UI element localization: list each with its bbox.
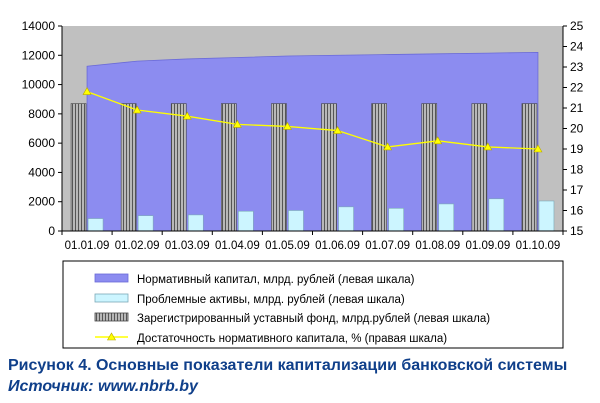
y-right-tick-label: 23 xyxy=(570,60,584,74)
x-tick-label: 01.02.09 xyxy=(115,240,160,252)
bar-statutory-fund xyxy=(271,103,287,232)
chart: 0 2000 4000 6000 8000 10000 12000 14000 15 16 17 18… xyxy=(22,19,584,349)
y-left-tick-label: 4000 xyxy=(28,165,55,179)
x-tick-label: 01.06.09 xyxy=(315,240,360,252)
bar-statutory-fund xyxy=(471,103,488,232)
y-right-tick-label: 25 xyxy=(570,19,584,33)
legend-swatch-normative-capital xyxy=(94,273,129,283)
x-tick-label: 01.03.09 xyxy=(165,240,210,252)
y-right-tick-label: 15 xyxy=(570,224,584,238)
legend-swatch-statutory-fund xyxy=(94,312,129,322)
marker-capital-adequacy xyxy=(82,86,92,95)
bar-problem-assets xyxy=(438,203,455,232)
bar-problem-assets xyxy=(388,208,404,232)
x-tick-label: 01.10.09 xyxy=(516,240,561,252)
bar-problem-assets xyxy=(87,218,104,232)
bar-statutory-fund xyxy=(120,103,137,232)
bar-statutory-fund xyxy=(371,103,387,232)
y-right-tick-label: 20 xyxy=(570,122,584,136)
x-tick-label: 01.09.09 xyxy=(465,240,510,252)
y-left-tick-label: 12000 xyxy=(22,48,56,62)
y-right-tick-label: 18 xyxy=(570,163,584,177)
bar-problem-assets xyxy=(238,210,254,232)
bar-problem-assets xyxy=(338,206,354,232)
y-right-tick-label: 16 xyxy=(570,204,584,218)
y-left-tick-label: 10000 xyxy=(22,78,56,92)
x-tick-label: 01.07.09 xyxy=(365,240,410,252)
marker-capital-adequacy xyxy=(232,119,242,128)
line-capital-adequacy xyxy=(86,90,538,150)
y-right-tick-label: 19 xyxy=(570,142,584,156)
marker-capital-adequacy xyxy=(533,144,543,153)
marker-capital-adequacy xyxy=(282,121,292,130)
marker-capital-adequacy xyxy=(383,142,393,151)
bar-problem-assets xyxy=(288,210,304,232)
legend-label-normative-capital: Нормативный капитал, млрд. рублей (левая… xyxy=(137,274,415,286)
y-left-tick-label: 14000 xyxy=(22,19,56,33)
figure-source: Источник: www.nbrb.by xyxy=(8,378,198,395)
legend-swatch-problem-assets xyxy=(94,293,129,303)
bar-problem-assets xyxy=(137,215,154,232)
y-left-tick-label: 2000 xyxy=(28,195,55,209)
bar-problem-assets xyxy=(538,200,555,232)
legend-swatch-capital-adequacy-marker xyxy=(106,332,117,341)
marker-capital-adequacy xyxy=(182,111,192,120)
area-normative-capital xyxy=(86,51,539,232)
bar-problem-assets xyxy=(187,214,204,232)
bar-statutory-fund xyxy=(521,103,538,232)
marker-capital-adequacy xyxy=(333,125,343,134)
marker-capital-adequacy xyxy=(132,105,142,114)
y-right-tick-label: 22 xyxy=(570,81,584,95)
legend-label-problem-assets: Проблемные активы, млрд. рублей (левая ш… xyxy=(137,294,405,306)
x-tick-label: 01.01.09 xyxy=(65,240,110,252)
legend-label-statutory-fund: Зарегистрированный уставный фонд, млрд.р… xyxy=(137,313,490,325)
figure-caption: Рисунок 4. Основные показатели капитализ… xyxy=(8,357,568,374)
y-right-tick-label: 17 xyxy=(570,183,584,197)
x-tick-label: 01.05.09 xyxy=(265,240,310,252)
marker-capital-adequacy xyxy=(483,142,493,151)
bar-statutory-fund xyxy=(421,103,438,232)
y-left-tick-label: 8000 xyxy=(28,107,55,121)
x-tick-label: 01.04.09 xyxy=(215,240,260,252)
bar-problem-assets xyxy=(488,198,505,232)
x-tick-label: 01.08.09 xyxy=(415,240,460,252)
y-right-tick-label: 24 xyxy=(570,40,584,54)
legend xyxy=(62,260,564,349)
y-right-tick-label: 21 xyxy=(570,101,584,115)
marker-capital-adequacy xyxy=(433,136,443,145)
bar-statutory-fund xyxy=(170,103,187,232)
y-left-tick-label: 6000 xyxy=(28,136,55,150)
bar-statutory-fund xyxy=(321,103,337,232)
chart-frame: 0 2000 4000 6000 8000 10000 12000 14000 15 16 17 18… xyxy=(22,19,584,349)
y-left-tick-label: 0 xyxy=(48,224,55,238)
legend-label-capital-adequacy: Достаточность нормативного капитала, % (… xyxy=(137,333,447,345)
bar-statutory-fund xyxy=(70,103,87,232)
